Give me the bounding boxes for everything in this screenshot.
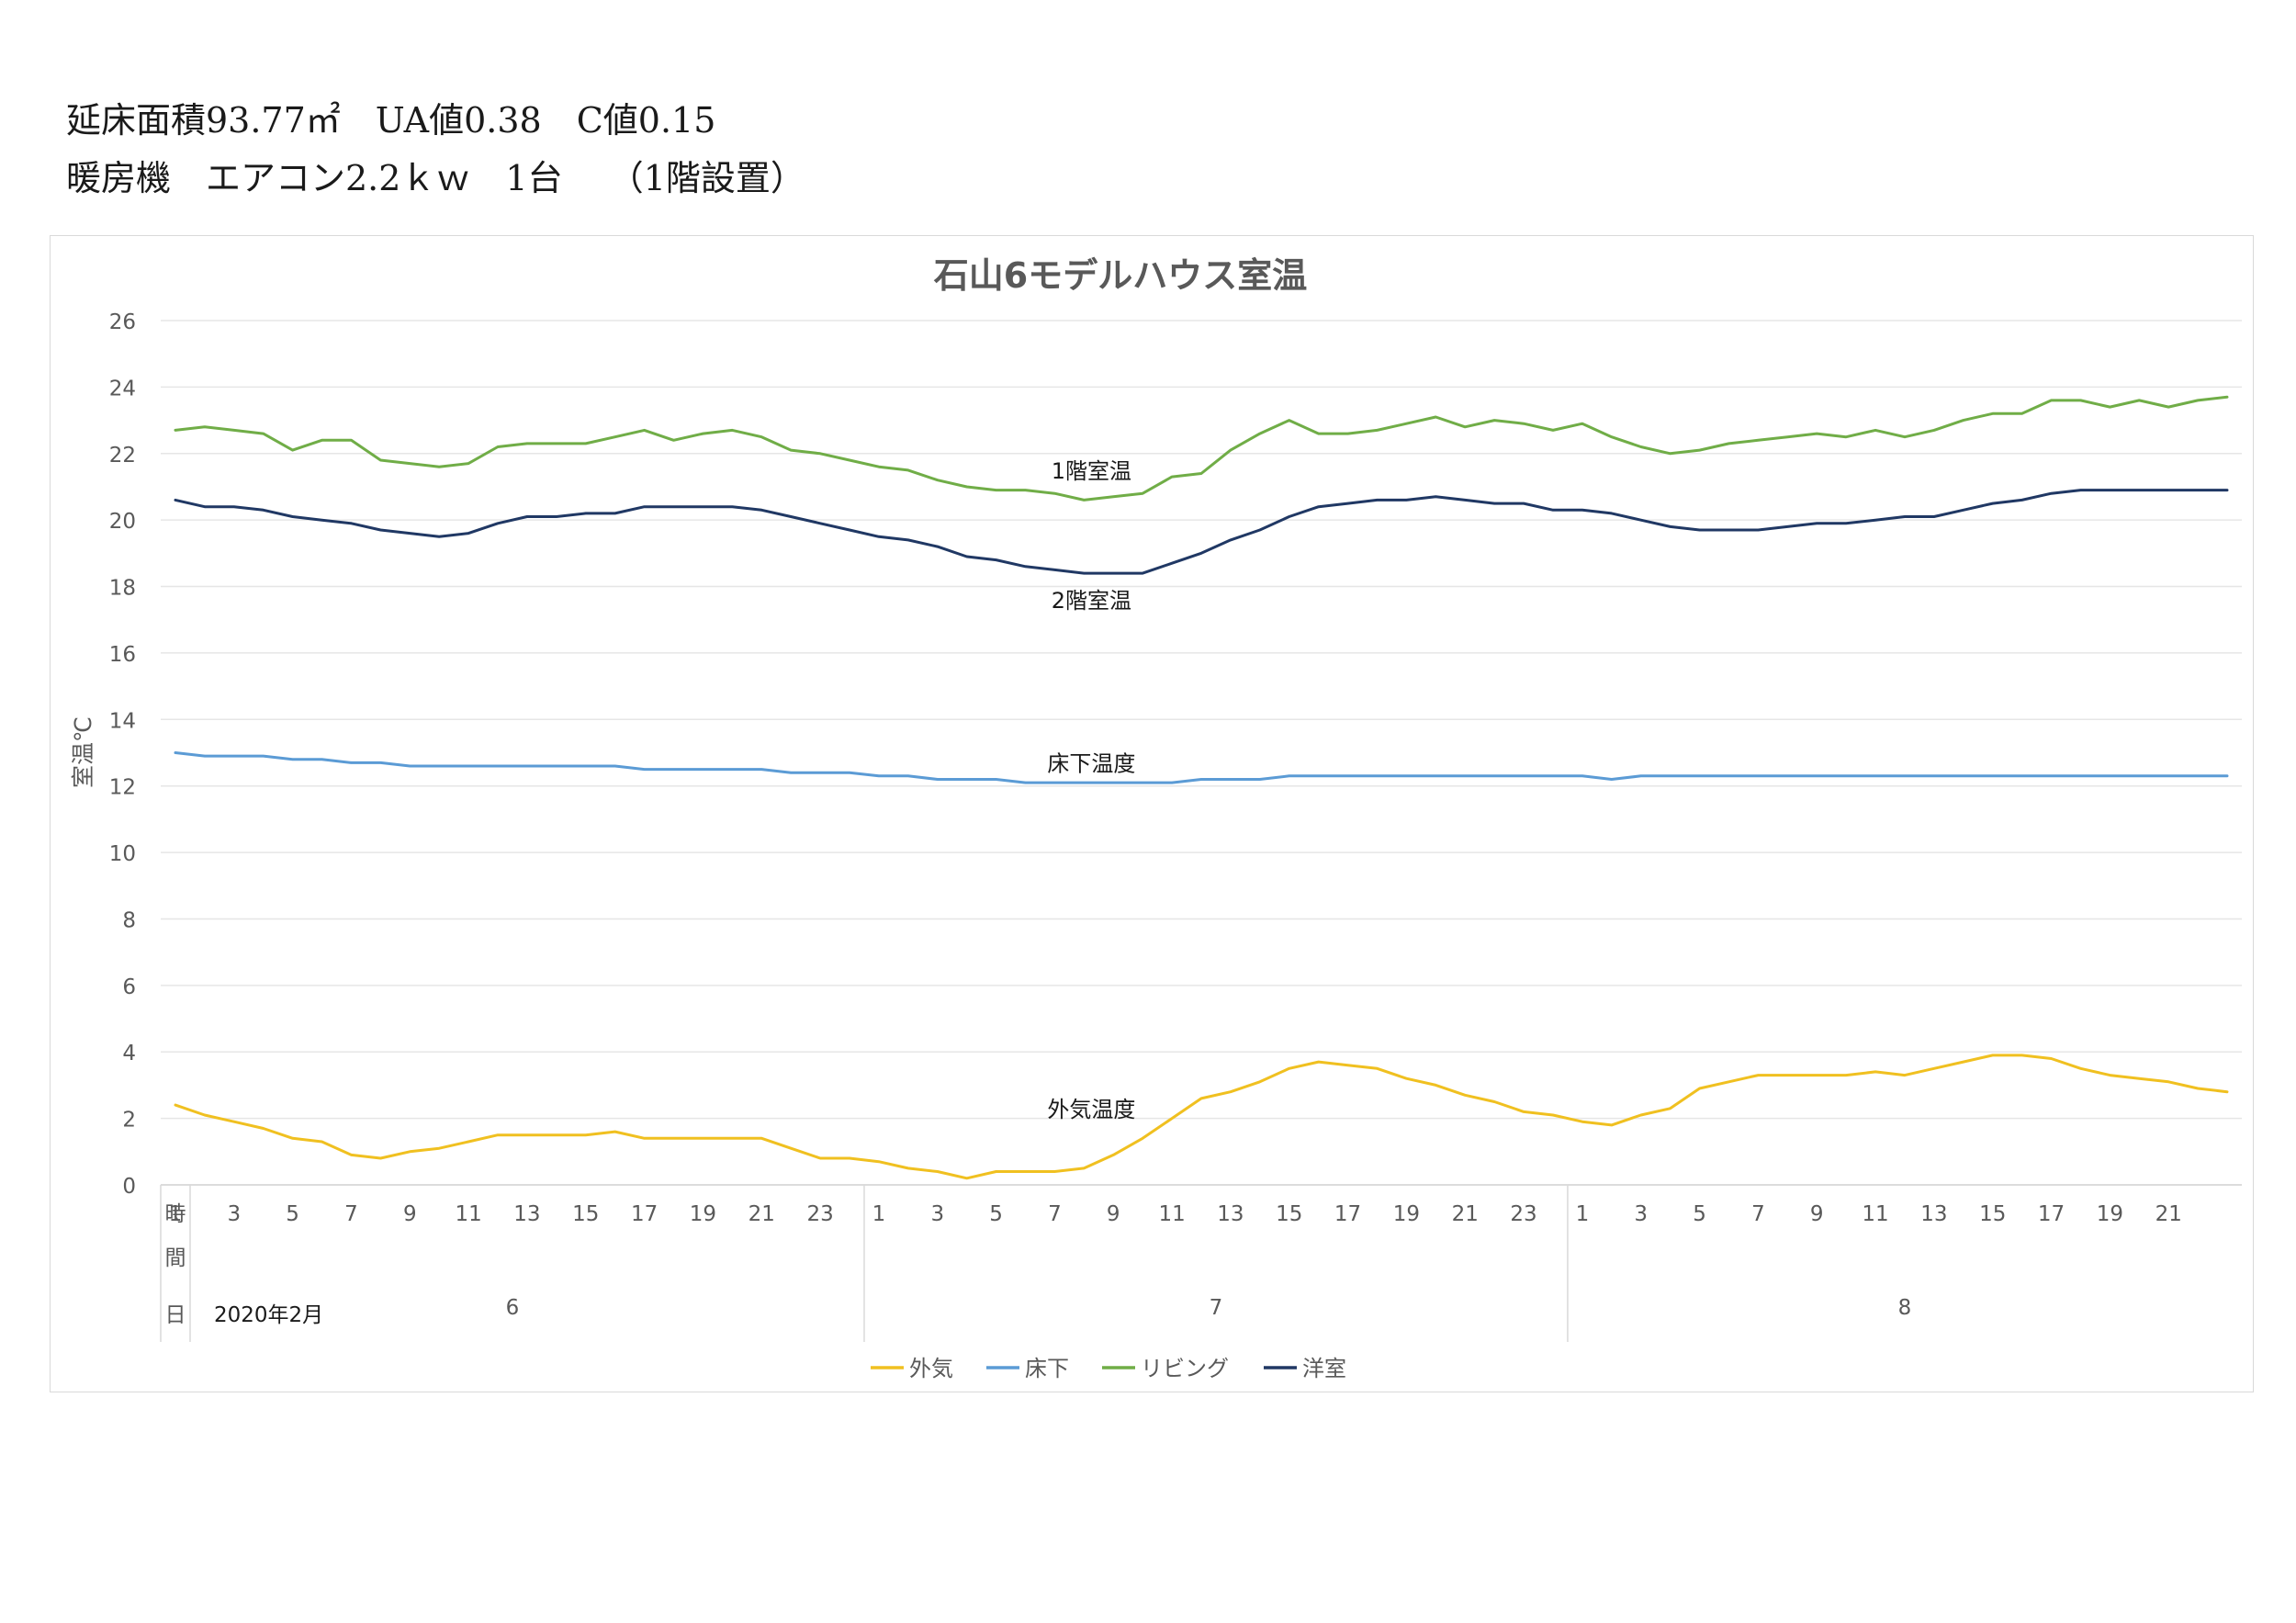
x-hour-tick-label: 5 [286, 1202, 299, 1226]
x-hour-tick-label: 1 [1576, 1202, 1590, 1226]
x-hour-tick-label: 21 [748, 1202, 775, 1226]
y-tick-label: 22 [109, 444, 136, 468]
legend-label-2: 床下 [1025, 1356, 1069, 1381]
annotation-label: 外気温度 [1047, 1097, 1135, 1122]
y-tick-label: 26 [109, 310, 136, 334]
y-tick-label: 24 [109, 377, 136, 400]
x-hour-tick-label: 3 [1634, 1202, 1648, 1226]
x-hour-tick-label: 15 [1979, 1202, 2006, 1226]
y-tick-label: 6 [122, 975, 136, 999]
x-hour-tick-label: 17 [1334, 1202, 1361, 1226]
x-day-tick-label: 8 [1898, 1296, 1912, 1320]
x-hour-tick-label: 19 [690, 1202, 716, 1226]
x-hour-tick-label: 13 [1920, 1202, 1947, 1226]
x-hour-tick-label: 5 [1693, 1202, 1706, 1226]
x-hour-tick-label: 1 [872, 1202, 886, 1226]
x-hour-tick-label: 9 [403, 1202, 417, 1226]
y-tick-label: 16 [109, 643, 136, 667]
y-tick-label: 0 [122, 1175, 136, 1199]
x-hour-tick-label: 9 [1810, 1202, 1824, 1226]
y-tick-label: 18 [109, 577, 136, 601]
x-hour-tick-label: 7 [1751, 1202, 1765, 1226]
x-hour-tick-label: 9 [1107, 1202, 1120, 1226]
header-line-1: 延床面積93.77㎡ UA値0.38 C値0.15 [66, 100, 716, 141]
x-hour-tick-label: 11 [1158, 1202, 1185, 1226]
x-hour-tick-label: 11 [455, 1202, 481, 1226]
x-hour-tick-label: 23 [806, 1202, 833, 1226]
annotation-label: 2階室温 [1052, 588, 1131, 614]
x-hour-tick-label: 1 [169, 1202, 183, 1226]
legend-label-3: リビング [1141, 1356, 1229, 1381]
y-tick-label: 4 [122, 1042, 136, 1065]
y-tick-label: 20 [109, 510, 136, 534]
line-chart: 石山6モデルハウス室温02468101214161820222426室温℃時間日… [70, 255, 2242, 1381]
x-hour-tick-label: 17 [2038, 1202, 2065, 1226]
x-day-tick-label: 7 [1210, 1296, 1223, 1320]
x-day-tick-label: 6 [506, 1296, 520, 1320]
y-axis-label: 室温℃ [70, 716, 96, 788]
x-hour-tick-label: 3 [930, 1202, 944, 1226]
x-day-label: 日 [165, 1303, 186, 1327]
series-line-2 [174, 751, 2229, 784]
x-hour-tick-label: 13 [1217, 1202, 1244, 1226]
y-tick-label: 12 [109, 776, 136, 800]
x-hour-tick-label: 3 [227, 1202, 241, 1226]
series-line-4 [174, 489, 2229, 575]
x-hour-tick-label: 7 [344, 1202, 358, 1226]
x-hour-tick-label: 11 [1862, 1202, 1888, 1226]
y-tick-label: 10 [109, 842, 136, 866]
series-line-3 [174, 395, 2229, 502]
series-line-1 [174, 1054, 2229, 1180]
x-hour-tick-label: 7 [1048, 1202, 1062, 1226]
x-hour-tick-label: 21 [1452, 1202, 1479, 1226]
x-hour-tick-label: 19 [2097, 1202, 2123, 1226]
annotation-label: 1階室温 [1052, 458, 1131, 484]
x-hour-label-char: 時 [165, 1202, 186, 1226]
x-hour-tick-label: 21 [2155, 1202, 2182, 1226]
header-line-2: 暖房機 エアコン2.2ｋｗ 1台 （1階設置） [66, 158, 805, 198]
y-tick-label: 14 [109, 709, 136, 733]
y-tick-label: 2 [122, 1109, 136, 1133]
chart-frame: 石山6モデルハウス室温 0 2 4 6 8 10 12 14 16 18 20 22 24 26 室温℃ 時間日… [50, 235, 2254, 1392]
x-hour-tick-label: 15 [572, 1202, 599, 1226]
x-hour-label-char: 間 [165, 1246, 186, 1270]
annotation-label: 床下温度 [1047, 750, 1135, 776]
x-hour-tick-label: 23 [1510, 1202, 1536, 1226]
y-tick-label: 8 [122, 908, 136, 932]
x-hour-tick-label: 19 [1393, 1202, 1420, 1226]
x-hour-tick-label: 17 [631, 1202, 658, 1226]
x-hour-tick-label: 5 [989, 1202, 1003, 1226]
x-hour-tick-label: 15 [1276, 1202, 1302, 1226]
legend-label-1: 外気 [909, 1356, 953, 1381]
chart-title: 石山6モデルハウス室温 [934, 255, 1307, 296]
x-hour-tick-label: 13 [513, 1202, 540, 1226]
legend-label-4: 洋室 [1302, 1356, 1346, 1381]
x-month-label: 2020年2月 [214, 1303, 323, 1327]
